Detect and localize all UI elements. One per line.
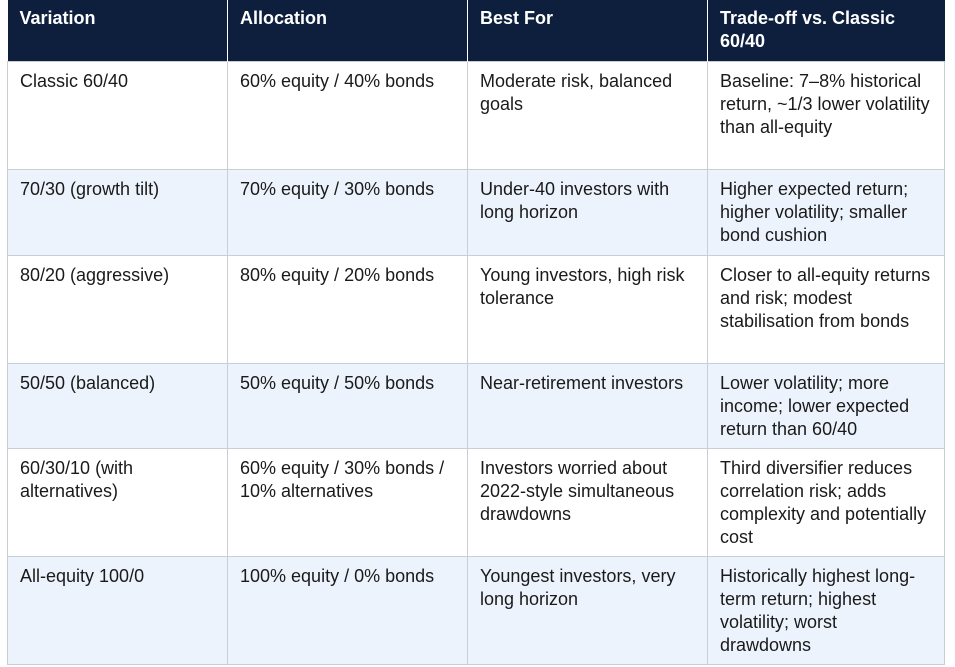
- table-row: All-equity 100/0 100% equity / 0% bonds …: [7, 556, 945, 665]
- portfolio-variations-table: Variation Allocation Best For Trade-off …: [7, 0, 945, 665]
- cell-variation: 50/50 (balanced): [7, 363, 228, 449]
- cell-variation: Classic 60/40: [7, 61, 228, 170]
- header-tradeoff: Trade-off vs. Classic 60/40: [707, 0, 945, 62]
- header-row: Variation Allocation Best For Trade-off …: [7, 0, 945, 62]
- cell-best-for: Near-retirement investors: [467, 363, 708, 449]
- header-variation: Variation: [7, 0, 228, 62]
- cell-tradeoff: Historically highest long-term return; h…: [707, 556, 945, 665]
- cell-tradeoff: Baseline: 7–8% historical return, ~1/3 l…: [707, 61, 945, 170]
- cell-allocation: 80% equity / 20% bonds: [227, 255, 468, 364]
- cell-allocation: 50% equity / 50% bonds: [227, 363, 468, 449]
- cell-variation: 80/20 (aggressive): [7, 255, 228, 364]
- table-body: Classic 60/40 60% equity / 40% bonds Mod…: [7, 61, 945, 665]
- table-row: 70/30 (growth tilt) 70% equity / 30% bon…: [7, 169, 945, 256]
- cell-best-for: Youngest investors, very long horizon: [467, 556, 708, 665]
- cell-best-for: Under-40 investors with long horizon: [467, 169, 708, 256]
- table-row: 60/30/10 (with alternatives) 60% equity …: [7, 448, 945, 557]
- cell-best-for: Moderate risk, balanced goals: [467, 61, 708, 170]
- table-row: Classic 60/40 60% equity / 40% bonds Mod…: [7, 61, 945, 170]
- table-row: 80/20 (aggressive) 80% equity / 20% bond…: [7, 255, 945, 364]
- cell-allocation: 70% equity / 30% bonds: [227, 169, 468, 256]
- cell-allocation: 60% equity / 40% bonds: [227, 61, 468, 170]
- header-allocation: Allocation: [227, 0, 468, 62]
- comparison-table-container: Variation Allocation Best For Trade-off …: [7, 0, 945, 665]
- cell-tradeoff: Third diversifier reduces correlation ri…: [707, 448, 945, 557]
- cell-variation: All-equity 100/0: [7, 556, 228, 665]
- cell-variation: 60/30/10 (with alternatives): [7, 448, 228, 557]
- cell-variation: 70/30 (growth tilt): [7, 169, 228, 256]
- cell-allocation: 60% equity / 30% bonds / 10% alternative…: [227, 448, 468, 557]
- table-header: Variation Allocation Best For Trade-off …: [7, 0, 945, 62]
- cell-best-for: Investors worried about 2022-style simul…: [467, 448, 708, 557]
- cell-tradeoff: Higher expected return; higher volatilit…: [707, 169, 945, 256]
- cell-allocation: 100% equity / 0% bonds: [227, 556, 468, 665]
- cell-best-for: Young investors, high risk tolerance: [467, 255, 708, 364]
- table-row: 50/50 (balanced) 50% equity / 50% bonds …: [7, 363, 945, 449]
- cell-tradeoff: Lower volatility; more income; lower exp…: [707, 363, 945, 449]
- header-best-for: Best For: [467, 0, 708, 62]
- cell-tradeoff: Closer to all-equity returns and risk; m…: [707, 255, 945, 364]
